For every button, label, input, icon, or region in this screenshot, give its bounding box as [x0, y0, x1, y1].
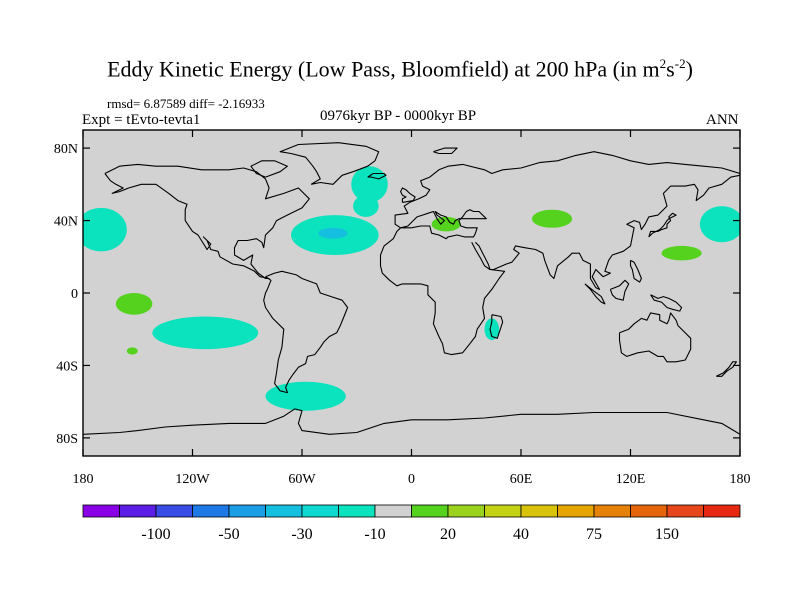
coastline-layer: [83, 142, 740, 435]
coastline-new-zealand: [716, 361, 737, 377]
rmsd-diff-stats: rmsd= 6.87589 diff= -2.16933: [107, 96, 265, 111]
coastline-uk: [400, 187, 416, 203]
coastline-north-america: [104, 163, 310, 280]
colorbar-label: -30: [291, 526, 312, 543]
anomaly-region-mediterranean: [431, 216, 461, 232]
anomaly-region-north-pacific-west: [699, 206, 740, 243]
coastline-baffin: [250, 160, 288, 178]
colorbar-swatch: [228, 504, 266, 518]
colorbar-swatch: [593, 504, 631, 518]
anomaly-region-west-pacific: [661, 245, 702, 261]
anomaly-region-south-pacific: [152, 316, 259, 350]
lat-tick-label: 40N: [54, 215, 78, 230]
anomaly-region-madagascar: [484, 318, 500, 341]
coastline-madagascar: [489, 314, 504, 339]
colorbar-swatch: [301, 504, 339, 518]
coastline-svalbard: [433, 147, 458, 155]
plot-title: Eddy Kinetic Energy (Low Pass, Bloomfiel…: [107, 56, 693, 82]
coastline-south-america: [263, 270, 349, 394]
lon-tick-label: 180: [730, 472, 751, 487]
colorbar-swatch: [265, 504, 303, 518]
anomaly-region-southern-ocean: [265, 381, 346, 411]
colorbar: -100 -50 -30 -10 20 40 75 150: [82, 504, 741, 543]
colorbar-swatch: [119, 504, 157, 518]
colorbar-label: -10: [364, 526, 385, 543]
anomaly-region-north-atlantic-core: [318, 227, 348, 239]
lat-tick-label: 80N: [54, 142, 78, 157]
colorbar-swatch: [484, 504, 522, 518]
colorbar-swatch: [630, 504, 668, 518]
period-label: 0976kyr BP - 0000kyr BP: [320, 108, 477, 124]
colorbar-swatch: [338, 504, 376, 518]
lon-tick-label: 180: [73, 472, 94, 487]
coastline-new-guinea: [650, 294, 683, 312]
coastline-borneo: [609, 279, 630, 301]
field-background: [83, 130, 740, 456]
colorbar-label: 75: [586, 526, 602, 543]
coastline-iceland: [367, 172, 387, 180]
coastline-australia: [618, 312, 692, 363]
colorbar-label: 150: [655, 526, 679, 543]
coastline-indonesia: [584, 283, 606, 305]
colorbar-label: 20: [440, 526, 456, 543]
anomaly-region-south-pacific-small: [126, 347, 138, 355]
anomaly-region-pacific-tropics: [115, 293, 153, 315]
axis-ticks: 80N 40N 0 40S 80S 180 120W 60W 0 60E 120E 180: [54, 130, 751, 487]
colorbar-swatch: [520, 504, 558, 518]
colorbar-swatch: [82, 504, 120, 518]
coastline-eurasia-africa: [379, 151, 740, 356]
colorbar-label: 40: [513, 526, 529, 543]
colorbar-label: -100: [141, 526, 170, 543]
lon-tick-label: 60W: [288, 472, 316, 487]
field-layer: [83, 130, 740, 456]
colorbar-swatch: [192, 504, 230, 518]
coastline-greenland: [279, 142, 380, 185]
experiment-label: Expt = tEvto-tevta1: [82, 112, 201, 128]
colorbar-swatch: [666, 504, 704, 518]
lon-tick-label: 120E: [616, 472, 646, 487]
lat-tick-label: 80S: [56, 432, 78, 447]
anomaly-region-east-atlantic: [353, 195, 379, 217]
anomaly-region-central-asia: [531, 209, 573, 228]
colorbar-swatch: [703, 504, 741, 518]
coastline-japan: [648, 212, 677, 238]
anomaly-region-north-pacific-east: [83, 207, 127, 252]
lat-tick-label: 0: [71, 287, 78, 302]
lat-tick-label: 40S: [56, 359, 78, 374]
colorbar-swatch: [557, 504, 595, 518]
coastline-antarctica: [83, 408, 740, 435]
coastline-philippines: [629, 259, 642, 283]
coastline-red-sea: [471, 241, 491, 271]
colorbar-label: -50: [218, 526, 239, 543]
season-label: ANN: [706, 112, 739, 128]
colorbar-swatch: [374, 504, 412, 518]
colorbar-swatch: [447, 504, 485, 518]
lon-tick-label: 60E: [510, 472, 533, 487]
anomaly-region-greenland-sea: [351, 166, 388, 203]
lon-tick-label: 0: [408, 472, 415, 487]
colorbar-swatch: [411, 504, 449, 518]
colorbar-swatch: [155, 504, 193, 518]
lon-tick-label: 120W: [175, 472, 210, 487]
coastline-med-north: [400, 209, 487, 240]
